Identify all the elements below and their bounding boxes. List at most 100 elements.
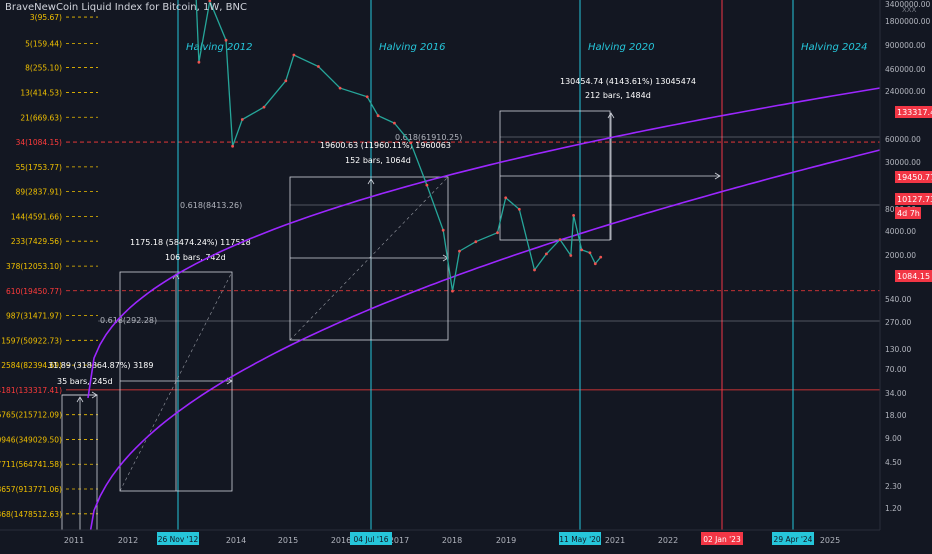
halving-label: Halving 2020 [588, 42, 654, 53]
fib-level-label: 28657(913771.06) [0, 485, 62, 494]
price-point [292, 53, 296, 57]
fib-level-label: 6765(215712.09) [0, 411, 62, 420]
fib-level-label: 46368(1478512.63) [0, 510, 62, 519]
y-axis-tick: 70.00 [885, 365, 907, 374]
price-label-text: 19450.77 [897, 173, 932, 182]
price-point [284, 79, 288, 83]
price-point [262, 105, 266, 109]
price-point [458, 249, 461, 253]
y-axis-tick: 60000.00 [885, 135, 921, 144]
price-point [496, 231, 499, 235]
fib-level-label: 144(4591.66) [11, 212, 62, 221]
halving-label: Halving 2024 [801, 42, 867, 53]
x-highlight-bg [559, 532, 601, 545]
fib-level-label: 2(63.78) [30, 0, 62, 1]
x-axis-tick: 2016 [331, 536, 351, 545]
fib-level-label: 55(1753.77) [16, 163, 62, 172]
price-series-line [195, 0, 602, 292]
x-axis-tick: 2017 [389, 536, 409, 545]
retracement-label: 0.618(292.28) [100, 316, 157, 325]
fib-level-label: 89(2837.91) [16, 188, 62, 197]
price-label-bg [895, 193, 932, 205]
measure-arrowhead [714, 172, 721, 180]
price-point [409, 141, 413, 145]
price-label-bg [895, 171, 932, 183]
y-axis-tick: 460000.00 [885, 65, 926, 74]
fib-level-label: 17711(564741.58) [0, 460, 62, 469]
x-highlight-bg [157, 532, 199, 545]
price-point [224, 38, 228, 42]
measure-arrowhead [607, 112, 615, 119]
price-point [558, 238, 562, 242]
price-point [599, 255, 603, 259]
y-axis-tick: 2.30 [885, 482, 902, 491]
fib-level-label: 5(159.44) [25, 39, 62, 48]
x-highlight-label: 26 Nov '12 [158, 535, 199, 544]
fib-level-label: 34(1084.15) [16, 138, 62, 147]
x-highlight-label: 02 Jan '23 [703, 535, 741, 544]
annotation-text: 130454.74 (4143.61%) 13045474 [560, 77, 696, 86]
y-axis-tick: 3400000.00 [885, 0, 931, 9]
annotation-text: 35 bars, 245d [57, 377, 113, 386]
fib-level-label: 233(7429.56) [11, 237, 62, 246]
fib-level-label: 2584(82394.69) [1, 361, 62, 370]
retracement-label: 0.618(61910.25) [395, 133, 462, 142]
y-axis-tick: 1800000.00 [885, 17, 931, 26]
y-axis-tick: 270.00 [885, 318, 911, 327]
y-axis-tick: 540.00 [885, 295, 911, 304]
fib-level-label: 378(12053.10) [6, 262, 62, 271]
y-axis-tick: 34.00 [885, 389, 907, 398]
price-point [425, 183, 429, 187]
x-axis-tick: 2022 [658, 536, 678, 545]
y-axis-tick: 130.00 [885, 345, 911, 354]
x-axis-tick: 2021 [605, 536, 625, 545]
price-point [338, 86, 342, 90]
price-label-bg [895, 270, 932, 282]
price-point [572, 214, 575, 217]
annotation-text: 212 bars, 1484d [585, 91, 651, 100]
y-axis-tick: 30000.00 [885, 158, 921, 167]
x-axis-tick: 2012 [118, 536, 138, 545]
price-point [569, 254, 573, 257]
price-label-text: 4d 7h [897, 209, 920, 218]
halving-label: Halving 2016 [379, 42, 445, 53]
trend-dash [289, 176, 449, 341]
fib-level-label: 10946(349029.50) [0, 435, 62, 444]
annotation-text: 19600.63 (11960.11%) 1960063 [320, 141, 451, 150]
measure-arrowhead [76, 396, 84, 403]
fib-level-label: 3(95.67) [30, 13, 62, 22]
price-point [588, 251, 592, 255]
x-axis-tick: 2025 [820, 536, 840, 545]
price-label-text: 10127.73 [897, 195, 932, 204]
time-axis-panel [0, 530, 932, 550]
y-axis-tick: 18.00 [885, 411, 907, 420]
price-point [517, 207, 521, 211]
fib-level-label: 987(31471.97) [6, 312, 62, 321]
fib-level-label: 21(669.63) [20, 113, 62, 122]
fib-level-label: 4181(133317.41) [0, 386, 62, 395]
price-point [231, 144, 235, 148]
y-axis-tick: 4.50 [885, 458, 902, 467]
price-point [451, 289, 454, 293]
y-axis-tick: 2000.00 [885, 251, 916, 260]
fib-level-label: 8(255.10) [25, 64, 62, 73]
halving-label: Halving 2012 [186, 42, 252, 53]
y-axis-tick: 240000.00 [885, 87, 926, 96]
price-point [441, 228, 445, 232]
price-point [317, 65, 320, 68]
x-axis-tick: 2015 [278, 536, 298, 545]
x-axis-tick: 2019 [496, 536, 516, 545]
x-highlight-label: 11 May '20 [559, 535, 601, 544]
y-axis-tick: 900000.00 [885, 41, 926, 50]
x-highlight-label: 04 Jul '16 [354, 535, 389, 544]
fib-level-label: 1597(50922.73) [1, 336, 62, 345]
price-label-bg [895, 106, 932, 118]
chart-title: BraveNewCoin Liquid Index for Bitcoin, 1… [5, 2, 247, 13]
price-point [376, 114, 380, 118]
price-label-bg [895, 207, 921, 219]
annotation-text: 152 bars, 1064d [345, 156, 411, 165]
y-axis-tick: 1.20 [885, 504, 902, 513]
x-axis-tick: 2014 [226, 536, 246, 545]
